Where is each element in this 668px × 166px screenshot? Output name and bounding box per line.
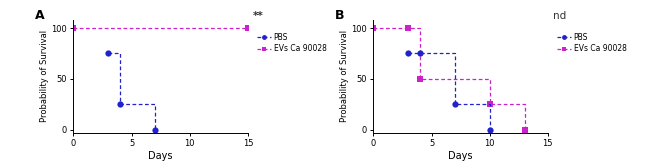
Text: B: B <box>335 9 345 22</box>
X-axis label: Days: Days <box>448 151 473 161</box>
Text: **: ** <box>253 11 264 21</box>
Y-axis label: Probability of Survival: Probability of Survival <box>39 30 49 122</box>
Text: A: A <box>35 9 45 22</box>
Text: nd: nd <box>553 11 566 21</box>
Legend: PBS, EVs Ca 90028: PBS, EVs Ca 90028 <box>257 33 327 53</box>
Legend: PBS, EVs Ca 90028: PBS, EVs Ca 90028 <box>557 33 627 53</box>
X-axis label: Days: Days <box>148 151 173 161</box>
Y-axis label: Probability of Survival: Probability of Survival <box>339 30 349 122</box>
